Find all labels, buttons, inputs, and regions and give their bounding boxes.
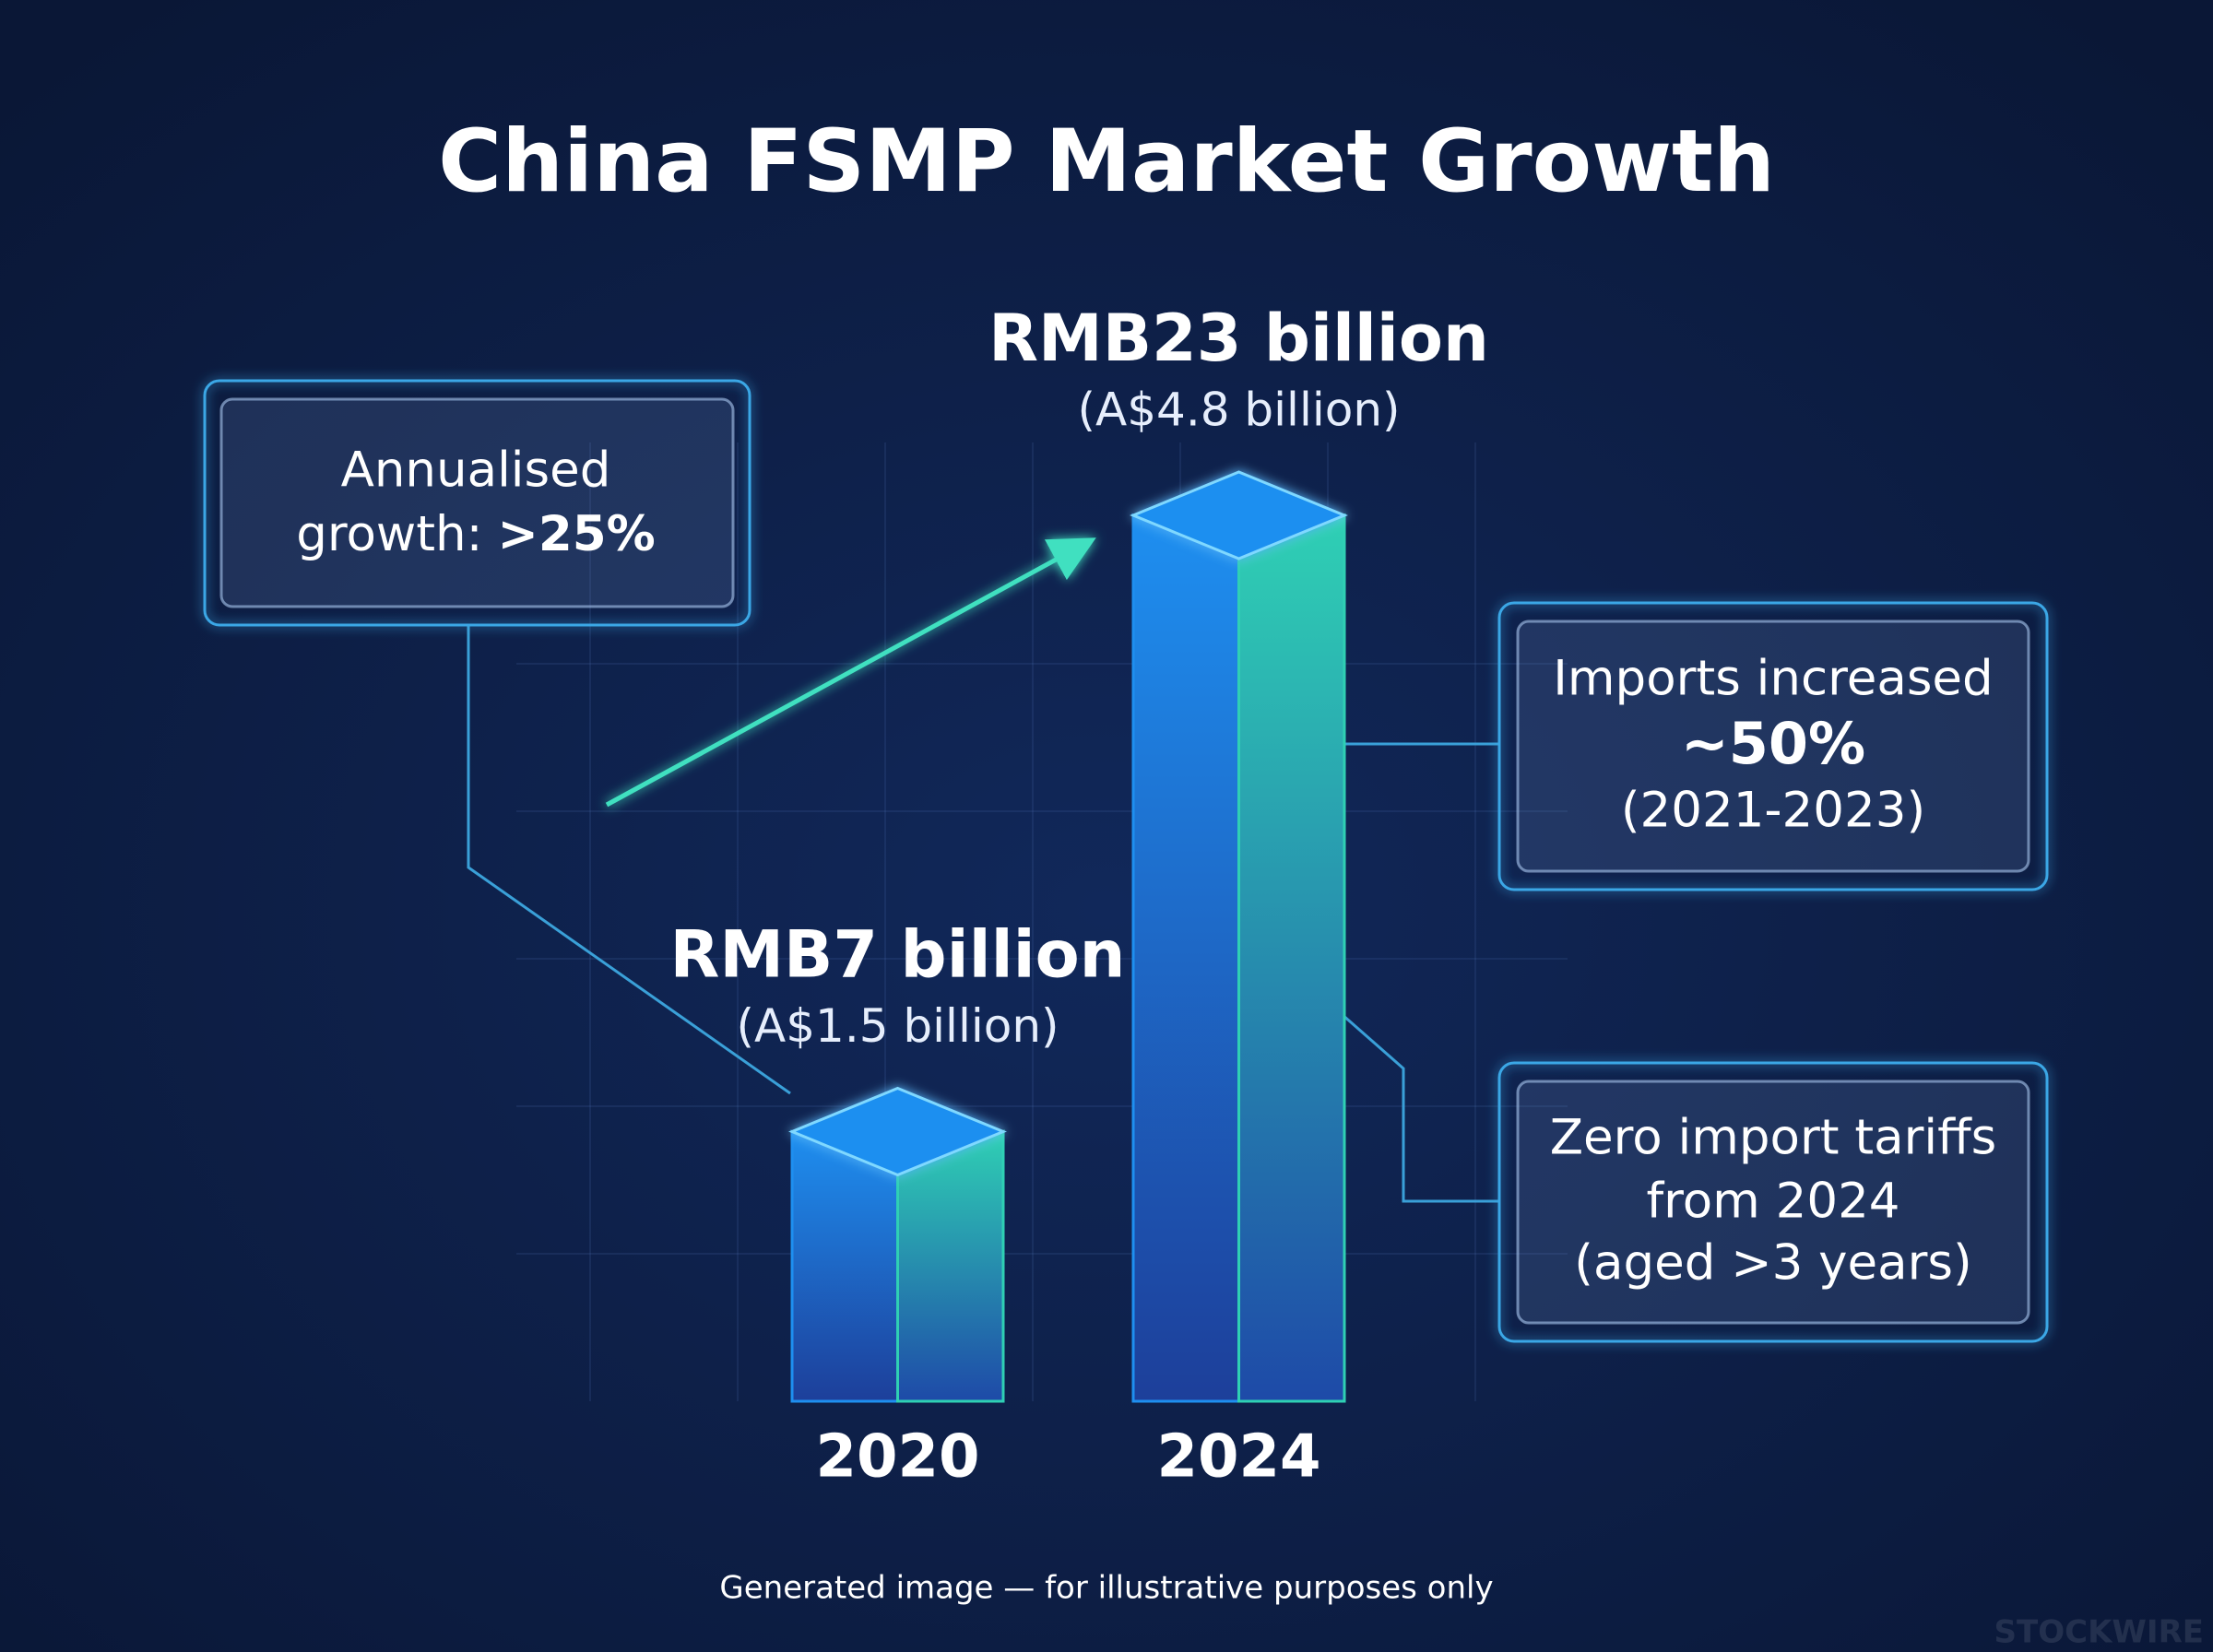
callout-text: from 2024 [1646, 1174, 1899, 1230]
bars: RMB7 billion (A$1.5 billion) 2020 RMB23 bil… [670, 301, 1489, 1492]
callout-panel [1516, 1080, 2030, 1325]
callout-panel [1516, 620, 2030, 873]
callout-text: growth: >25% [296, 506, 656, 562]
callout-text: Zero import tariffs [1550, 1110, 1997, 1166]
bar-top [788, 1086, 1007, 1177]
connector [467, 625, 791, 1095]
callout-frame [1497, 1061, 2049, 1343]
value-label: RMB23 billion [988, 301, 1489, 376]
chart-title: China FSMP Market Growth [438, 112, 1775, 212]
bar-face [1131, 513, 1240, 1403]
bar-face [1237, 513, 1346, 1403]
callout-panel [219, 397, 735, 608]
growth-callout: Annualised growth: >25% [203, 379, 751, 627]
background-grid [516, 442, 1568, 1401]
callout-text: (aged >3 years) [1574, 1235, 1971, 1292]
bar-face [896, 1129, 1005, 1403]
growth-arrow [605, 537, 1096, 808]
callout-emphasis: >25% [498, 506, 656, 562]
callout-text: Imports increased [1553, 651, 1993, 707]
callout-frame [203, 379, 751, 627]
callout-emphasis: ~50% [1681, 710, 1865, 777]
bar-face [790, 1129, 899, 1403]
callout-frame [1497, 601, 2049, 891]
x-tick-label: 2020 [815, 1423, 979, 1492]
tariff-callout: Zero import tariffs from 2024 (aged >3 y… [1497, 1061, 2049, 1343]
bar-top [1130, 470, 1348, 560]
watermark: STOCKWIRE [1994, 1614, 2204, 1651]
callout-text: (2021-2023) [1621, 783, 1925, 839]
footer: Generated image — for illustrative purpo… [719, 1570, 1493, 1607]
connector [1288, 966, 1499, 1203]
imports-callout: Imports increased ~50% (2021-2023) [1497, 601, 2049, 891]
value-label: RMB7 billion [670, 917, 1126, 993]
callout-text: growth: [296, 506, 482, 562]
secondary-label: (A$4.8 billion) [1077, 384, 1400, 437]
x-tick-label: 2024 [1156, 1423, 1320, 1492]
callout-text: Annualised [341, 442, 611, 499]
secondary-label: (A$1.5 billion) [736, 999, 1059, 1053]
